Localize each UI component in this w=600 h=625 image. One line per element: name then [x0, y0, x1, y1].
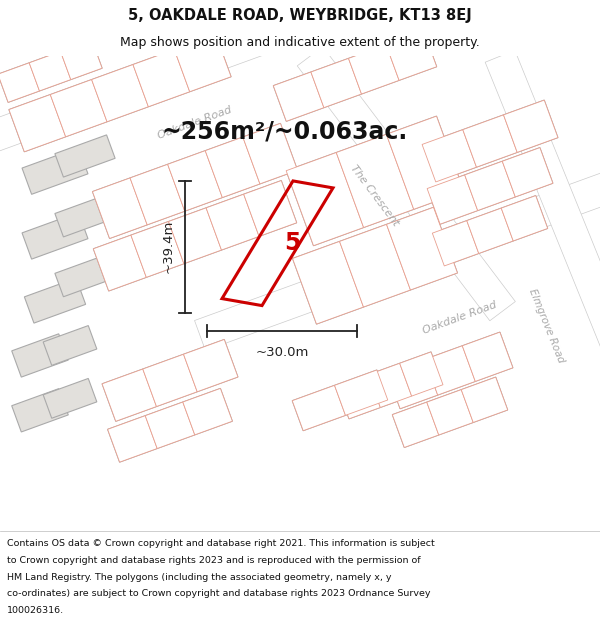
Polygon shape	[25, 278, 86, 323]
Text: The Crescent: The Crescent	[349, 164, 401, 228]
Polygon shape	[335, 370, 388, 416]
Polygon shape	[194, 167, 600, 351]
Polygon shape	[133, 49, 190, 107]
Polygon shape	[102, 339, 238, 421]
Text: Contains OS data © Crown copyright and database right 2021. This information is : Contains OS data © Crown copyright and d…	[7, 539, 435, 549]
Polygon shape	[467, 208, 513, 254]
Polygon shape	[502, 148, 553, 197]
Polygon shape	[503, 100, 558, 152]
Polygon shape	[94, 181, 296, 291]
Polygon shape	[184, 339, 238, 392]
Polygon shape	[292, 386, 346, 431]
Polygon shape	[349, 45, 399, 94]
Polygon shape	[274, 31, 437, 121]
Polygon shape	[293, 208, 457, 324]
Polygon shape	[501, 196, 548, 241]
Polygon shape	[0, 40, 102, 102]
Text: Elmgrove Road: Elmgrove Road	[527, 287, 565, 364]
Polygon shape	[286, 152, 364, 246]
Polygon shape	[130, 164, 185, 225]
Polygon shape	[387, 332, 513, 409]
Text: ~30.0m: ~30.0m	[256, 346, 308, 359]
Polygon shape	[292, 370, 388, 431]
Polygon shape	[286, 116, 464, 246]
Text: Oakdale Road: Oakdale Road	[422, 299, 499, 336]
Polygon shape	[386, 208, 457, 290]
Polygon shape	[463, 115, 517, 167]
Polygon shape	[392, 402, 439, 448]
Polygon shape	[92, 64, 148, 122]
Polygon shape	[22, 148, 88, 194]
Polygon shape	[244, 181, 296, 236]
Polygon shape	[29, 51, 71, 91]
Polygon shape	[205, 137, 260, 198]
Polygon shape	[12, 334, 68, 377]
Polygon shape	[22, 213, 88, 259]
Polygon shape	[462, 332, 513, 381]
Polygon shape	[43, 379, 97, 418]
Polygon shape	[12, 389, 68, 432]
Polygon shape	[9, 94, 65, 152]
Polygon shape	[107, 388, 232, 462]
Polygon shape	[433, 196, 548, 266]
Polygon shape	[0, 0, 455, 156]
Polygon shape	[386, 116, 464, 209]
Polygon shape	[61, 40, 102, 79]
Text: 5, OAKDALE ROAD, WEYBRIDGE, KT13 8EJ: 5, OAKDALE ROAD, WEYBRIDGE, KT13 8EJ	[128, 8, 472, 23]
Polygon shape	[243, 123, 298, 184]
Polygon shape	[465, 161, 515, 211]
Polygon shape	[425, 346, 475, 395]
Polygon shape	[400, 352, 443, 396]
Polygon shape	[392, 377, 508, 448]
Polygon shape	[55, 254, 115, 297]
Polygon shape	[368, 363, 412, 408]
Text: ~256m²/~0.063ac.: ~256m²/~0.063ac.	[162, 119, 408, 143]
Text: to Crown copyright and database rights 2023 and is reproduced with the permissio: to Crown copyright and database rights 2…	[7, 556, 421, 565]
Polygon shape	[92, 178, 147, 239]
Text: 100026316.: 100026316.	[7, 606, 64, 615]
Polygon shape	[167, 151, 223, 211]
Text: 5: 5	[284, 231, 301, 255]
Polygon shape	[297, 47, 515, 321]
Polygon shape	[0, 63, 40, 102]
Polygon shape	[336, 134, 414, 228]
Polygon shape	[43, 326, 97, 366]
Polygon shape	[92, 123, 298, 239]
Polygon shape	[427, 389, 473, 435]
Polygon shape	[485, 50, 600, 377]
Polygon shape	[387, 359, 438, 409]
Polygon shape	[169, 208, 221, 264]
Polygon shape	[55, 195, 115, 237]
Polygon shape	[311, 58, 361, 108]
Text: ~39.4m: ~39.4m	[162, 220, 175, 273]
Polygon shape	[102, 369, 157, 421]
Polygon shape	[340, 224, 410, 307]
Polygon shape	[461, 377, 508, 423]
Polygon shape	[386, 31, 437, 81]
Polygon shape	[433, 221, 479, 266]
Polygon shape	[94, 235, 146, 291]
Polygon shape	[422, 100, 558, 182]
Polygon shape	[145, 402, 195, 449]
Polygon shape	[50, 79, 107, 137]
Polygon shape	[183, 388, 232, 435]
Polygon shape	[337, 352, 443, 419]
Polygon shape	[9, 34, 231, 152]
Polygon shape	[143, 354, 197, 406]
Polygon shape	[55, 135, 115, 177]
Polygon shape	[131, 221, 184, 278]
Text: HM Land Registry. The polygons (including the associated geometry, namely x, y: HM Land Registry. The polygons (includin…	[7, 572, 392, 582]
Text: Oakdale Road: Oakdale Road	[157, 105, 233, 141]
Polygon shape	[175, 34, 231, 92]
Text: Map shows position and indicative extent of the property.: Map shows position and indicative extent…	[120, 36, 480, 49]
Polygon shape	[427, 148, 553, 224]
Polygon shape	[274, 72, 324, 121]
Polygon shape	[427, 175, 478, 224]
Polygon shape	[107, 416, 157, 462]
Polygon shape	[206, 194, 259, 250]
Polygon shape	[337, 374, 380, 419]
Polygon shape	[293, 241, 364, 324]
Text: co-ordinates) are subject to Crown copyright and database rights 2023 Ordnance S: co-ordinates) are subject to Crown copyr…	[7, 589, 431, 598]
Polygon shape	[422, 129, 476, 182]
